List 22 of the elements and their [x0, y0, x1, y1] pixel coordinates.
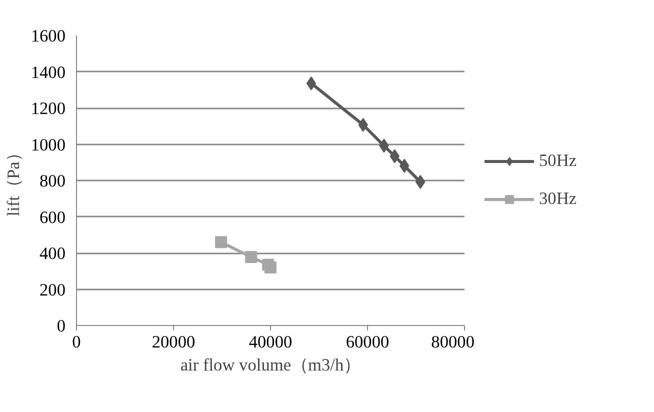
- x-tick-label: 80000: [431, 332, 475, 352]
- legend-label: 30Hz: [539, 189, 577, 209]
- x-tick-label: 60000: [346, 332, 390, 352]
- x-tick-label: 0: [72, 332, 81, 352]
- y-tick-label: 1000: [30, 135, 66, 154]
- y-tick-label: 1400: [30, 62, 66, 82]
- x-tick-label: 40000: [248, 332, 292, 352]
- x-tick-label: 20000: [152, 332, 196, 352]
- x-axis-title: air flow volume（m3/h）: [180, 356, 361, 374]
- y-tick-label: 1600: [30, 26, 66, 46]
- point: [215, 236, 228, 248]
- point: [306, 76, 316, 90]
- y-tick-label: 0: [56, 316, 66, 336]
- point: [264, 262, 276, 274]
- y-tick-label: 600: [40, 208, 66, 227]
- y-tick-label: 800: [40, 172, 66, 190]
- y-axis-title: lift（Pa）: [4, 144, 23, 216]
- y-tick-label: 1200: [30, 99, 66, 118]
- y-tick-label: 200: [40, 280, 66, 300]
- y-tick-label: 400: [40, 244, 66, 263]
- legend-label: 50Hz: [539, 151, 577, 171]
- point: [245, 250, 258, 263]
